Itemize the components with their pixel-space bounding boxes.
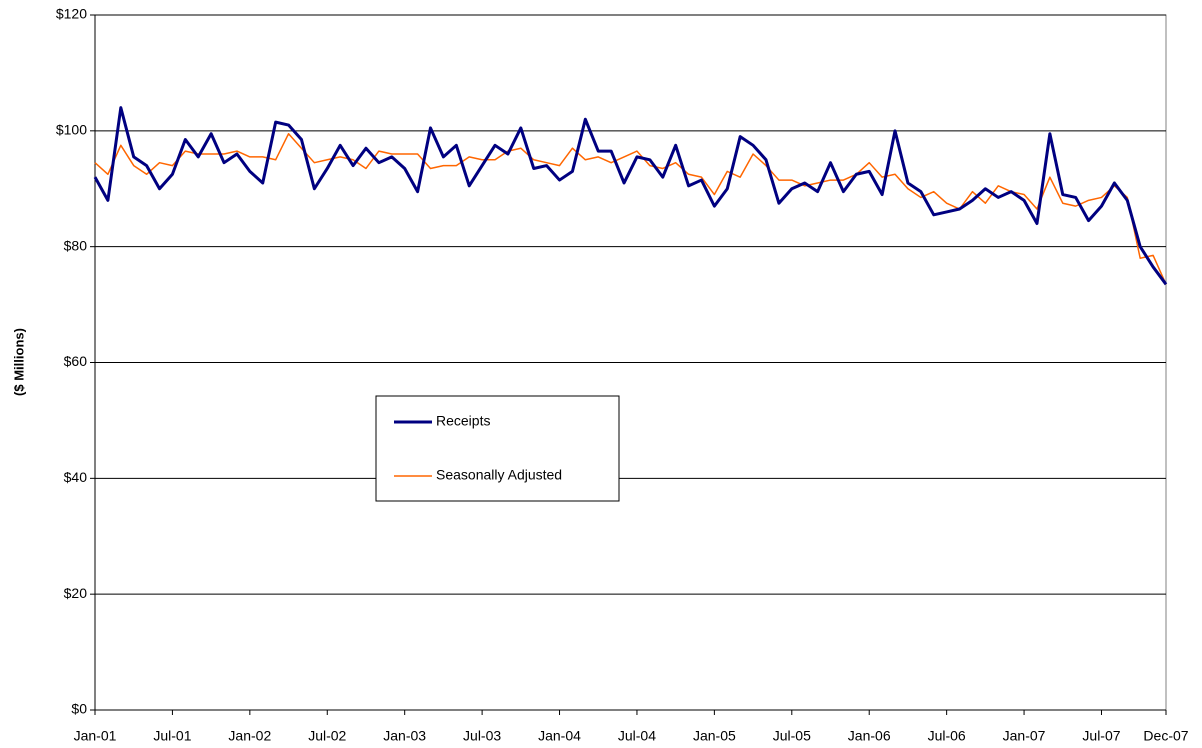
legend: [375, 395, 620, 502]
y-tick-label: $60: [64, 353, 88, 369]
y-tick-label: $20: [64, 585, 88, 601]
x-tick-label: Jan-05: [693, 728, 736, 744]
x-tick-label: Jan-04: [538, 728, 581, 744]
x-tick-label: Dec-07: [1143, 728, 1188, 744]
x-tick-label: Jul-04: [618, 728, 656, 744]
y-tick-label: $120: [56, 6, 87, 22]
x-tick-label: Jan-07: [1003, 728, 1046, 744]
legend-label: Seasonally Adjusted: [436, 467, 562, 483]
x-tick-label: Jul-06: [928, 728, 966, 744]
x-tick-label: Jan-06: [848, 728, 891, 744]
x-tick-label: Jan-01: [74, 728, 117, 744]
y-tick-label: $100: [56, 122, 87, 138]
series-line: [94, 132, 1167, 285]
y-tick-label: $40: [64, 469, 88, 485]
y-axis-label: ($ Millions): [11, 328, 26, 396]
x-tick-label: Jul-02: [308, 728, 346, 744]
legend-label: Receipts: [436, 413, 490, 429]
x-tick-label: Jul-07: [1082, 728, 1120, 744]
x-tick-label: Jan-02: [228, 728, 271, 744]
y-tick-label: $0: [71, 701, 87, 717]
y-tick-label: $80: [64, 237, 88, 253]
series-line: [93, 106, 1168, 286]
x-tick-label: Jul-01: [153, 728, 191, 744]
x-tick-label: Jul-05: [773, 728, 811, 744]
x-tick-label: Jan-03: [383, 728, 426, 744]
x-tick-label: Jul-03: [463, 728, 501, 744]
